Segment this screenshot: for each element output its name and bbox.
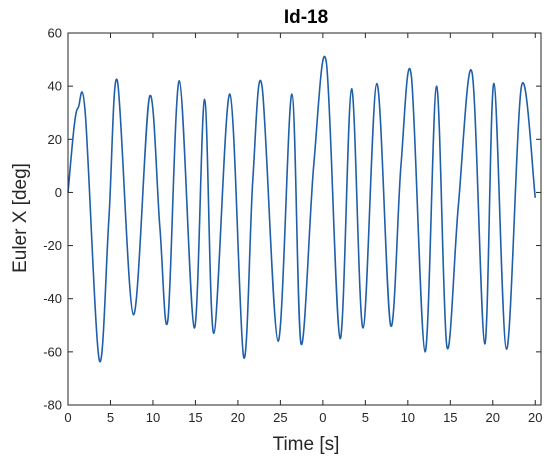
x-tick-label: 20 xyxy=(486,410,500,425)
x-tick-label: 5 xyxy=(107,410,114,425)
x-tick-label: 0 xyxy=(319,410,326,425)
x-tick-label: 15 xyxy=(443,410,457,425)
x-tick-label: 25 xyxy=(273,410,287,425)
y-tick-label: 20 xyxy=(48,132,62,147)
x-tick-label: 0 xyxy=(64,410,71,425)
y-tick-label: 40 xyxy=(48,79,62,94)
y-tick-label: -60 xyxy=(43,344,62,359)
x-tick-label: 20 xyxy=(528,410,542,425)
y-tick-label: -40 xyxy=(43,291,62,306)
chart-title: Id-18 xyxy=(284,7,328,28)
x-tick-label: 15 xyxy=(188,410,202,425)
x-tick-label: 20 xyxy=(231,410,245,425)
x-axis-ticks: 0 5 10 15 20 25 0 5 10 15 20 20 xyxy=(64,33,542,425)
y-tick-label: -20 xyxy=(43,238,62,253)
y-axis-ticks: 60 40 20 0 -20 -40 -60 -80 xyxy=(43,26,541,413)
series-line xyxy=(67,55,537,363)
y-tick-label: 0 xyxy=(55,185,62,200)
plot-frame xyxy=(67,32,542,406)
y-axis-label: Euler X [deg] xyxy=(10,163,31,273)
x-axis-label: Time [s] xyxy=(273,434,340,455)
x-tick-label: 10 xyxy=(146,410,160,425)
x-tick-label: 5 xyxy=(362,410,369,425)
x-tick-label: 10 xyxy=(401,410,415,425)
y-tick-label: -80 xyxy=(43,398,62,413)
y-tick-label: 60 xyxy=(48,26,62,41)
